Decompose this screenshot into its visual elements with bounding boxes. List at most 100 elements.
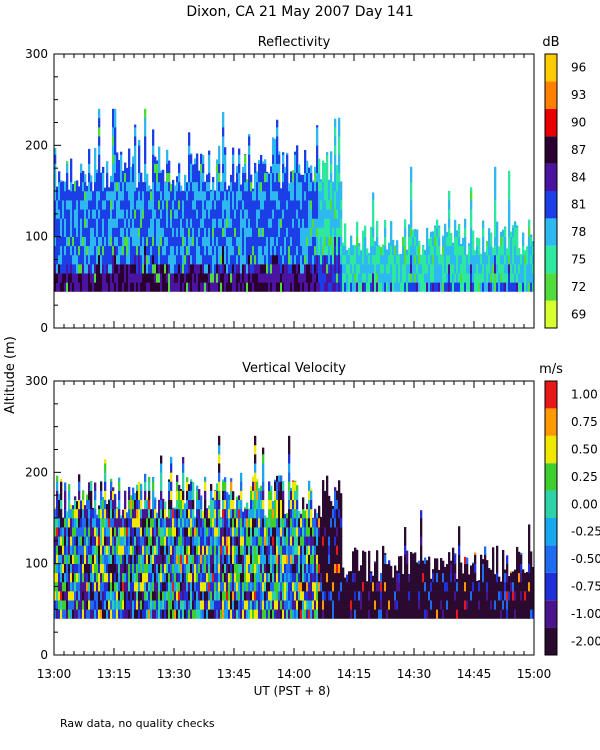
velocity-data-cell (132, 508, 135, 519)
velocity-data-cell (126, 512, 129, 519)
reflectivity-data-cell (522, 232, 525, 237)
velocity-data-cell (142, 536, 145, 546)
velocity-data-cell (222, 481, 225, 491)
reflectivity-data-cell (246, 200, 249, 210)
velocity-data-cell (60, 545, 63, 555)
reflectivity-data-cell (482, 254, 485, 265)
reflectivity-data-cell (314, 254, 317, 265)
reflectivity-data-cell (56, 227, 59, 237)
reflectivity-data-cell (332, 191, 335, 201)
velocity-data-cell (80, 600, 83, 610)
velocity-data-cell (282, 609, 285, 619)
reflectivity-data-cell (482, 220, 485, 228)
velocity-data-cell (96, 518, 99, 528)
reflectivity-data-cell (244, 282, 247, 292)
reflectivity-data-cell (88, 163, 91, 174)
velocity-data-cell (330, 527, 333, 537)
reflectivity-data-cell (96, 264, 99, 274)
reflectivity-data-cell (64, 282, 67, 292)
velocity-data-cell (182, 481, 185, 491)
velocity-data-cell (204, 476, 207, 482)
reflectivity-data-cell (192, 264, 195, 274)
reflectivity-data-cell (334, 209, 337, 219)
velocity-data-cell (174, 554, 177, 564)
reflectivity-data-cell (434, 282, 437, 292)
velocity-data-cell (100, 536, 103, 546)
reflectivity-data-cell (172, 227, 175, 237)
velocity-data-cell (200, 563, 203, 574)
reflectivity-data-cell (336, 200, 339, 210)
reflectivity-data-cell (290, 254, 293, 265)
reflectivity-data-cell (260, 172, 263, 183)
reflectivity-data-cell (62, 181, 65, 192)
reflectivity-y-tick-label: 100 (25, 230, 48, 244)
reflectivity-data-cell (290, 191, 293, 201)
reflectivity-data-cell (186, 273, 189, 283)
reflectivity-data-cell (96, 209, 99, 219)
reflectivity-data-cell (336, 254, 339, 265)
reflectivity-data-cell (120, 154, 123, 164)
velocity-data-cell (350, 572, 353, 583)
reflectivity-data-cell (448, 191, 451, 201)
velocity-data-cell (234, 581, 237, 592)
velocity-data-cell (54, 609, 57, 619)
velocity-data-cell (162, 563, 165, 574)
reflectivity-data-cell (98, 200, 101, 210)
velocity-data-cell (306, 545, 309, 555)
velocity-data-cell (336, 518, 339, 528)
reflectivity-data-cell (110, 236, 113, 247)
reflectivity-data-cell (212, 209, 215, 219)
velocity-data-cell (166, 572, 169, 583)
reflectivity-data-cell (448, 245, 451, 256)
reflectivity-data-cell (220, 181, 223, 192)
reflectivity-colorbar-swatch (545, 273, 557, 301)
velocity-data-cell (276, 591, 279, 601)
velocity-data-cell (342, 609, 345, 619)
reflectivity-data-cell (284, 273, 287, 283)
reflectivity-data-cell (120, 254, 123, 265)
reflectivity-data-cell (232, 218, 235, 228)
reflectivity-data-cell (264, 273, 267, 283)
reflectivity-colorbar-frame (544, 53, 558, 329)
reflectivity-data-cell (76, 264, 79, 274)
velocity-data-cell (338, 536, 341, 546)
velocity-data-cell (288, 490, 291, 501)
reflectivity-data-cell (308, 254, 311, 265)
velocity-data-cell (106, 591, 109, 601)
reflectivity-data-cell (118, 282, 121, 292)
velocity-data-cell (166, 536, 169, 546)
reflectivity-data-cell (450, 264, 453, 274)
reflectivity-data-cell (134, 172, 137, 183)
reflectivity-data-cell (190, 254, 193, 265)
reflectivity-data-cell (450, 233, 453, 237)
reflectivity-data-cell (452, 242, 455, 247)
velocity-data-cell (300, 581, 303, 592)
reflectivity-data-cell (292, 200, 295, 210)
reflectivity-data-cell (306, 181, 309, 192)
reflectivity-data-cell (444, 236, 447, 247)
velocity-data-cell (254, 545, 257, 555)
velocity-data-cell (292, 563, 295, 574)
velocity-data-cell (240, 600, 243, 610)
velocity-data-cell (152, 545, 155, 555)
reflectivity-data-cell (196, 163, 199, 174)
reflectivity-data-cell (346, 282, 349, 292)
velocity-data-cell (86, 545, 89, 555)
velocity-data-cell (118, 545, 121, 555)
velocity-data-cell (186, 481, 189, 491)
reflectivity-data-cell (56, 245, 59, 256)
reflectivity-data-cell (96, 200, 99, 210)
reflectivity-data-cell (326, 264, 329, 274)
reflectivity-data-cell (514, 245, 517, 256)
reflectivity-data-cell (174, 185, 177, 192)
reflectivity-data-cell (196, 264, 199, 274)
reflectivity-data-cell (104, 187, 107, 192)
reflectivity-data-cell (140, 172, 143, 183)
reflectivity-data-cell (272, 137, 275, 146)
reflectivity-data-cell (500, 236, 503, 247)
velocity-data-cell (62, 554, 65, 564)
velocity-data-cell (216, 508, 219, 519)
reflectivity-data-cell (438, 225, 441, 228)
reflectivity-data-cell (224, 154, 227, 164)
reflectivity-data-cell (62, 254, 65, 265)
